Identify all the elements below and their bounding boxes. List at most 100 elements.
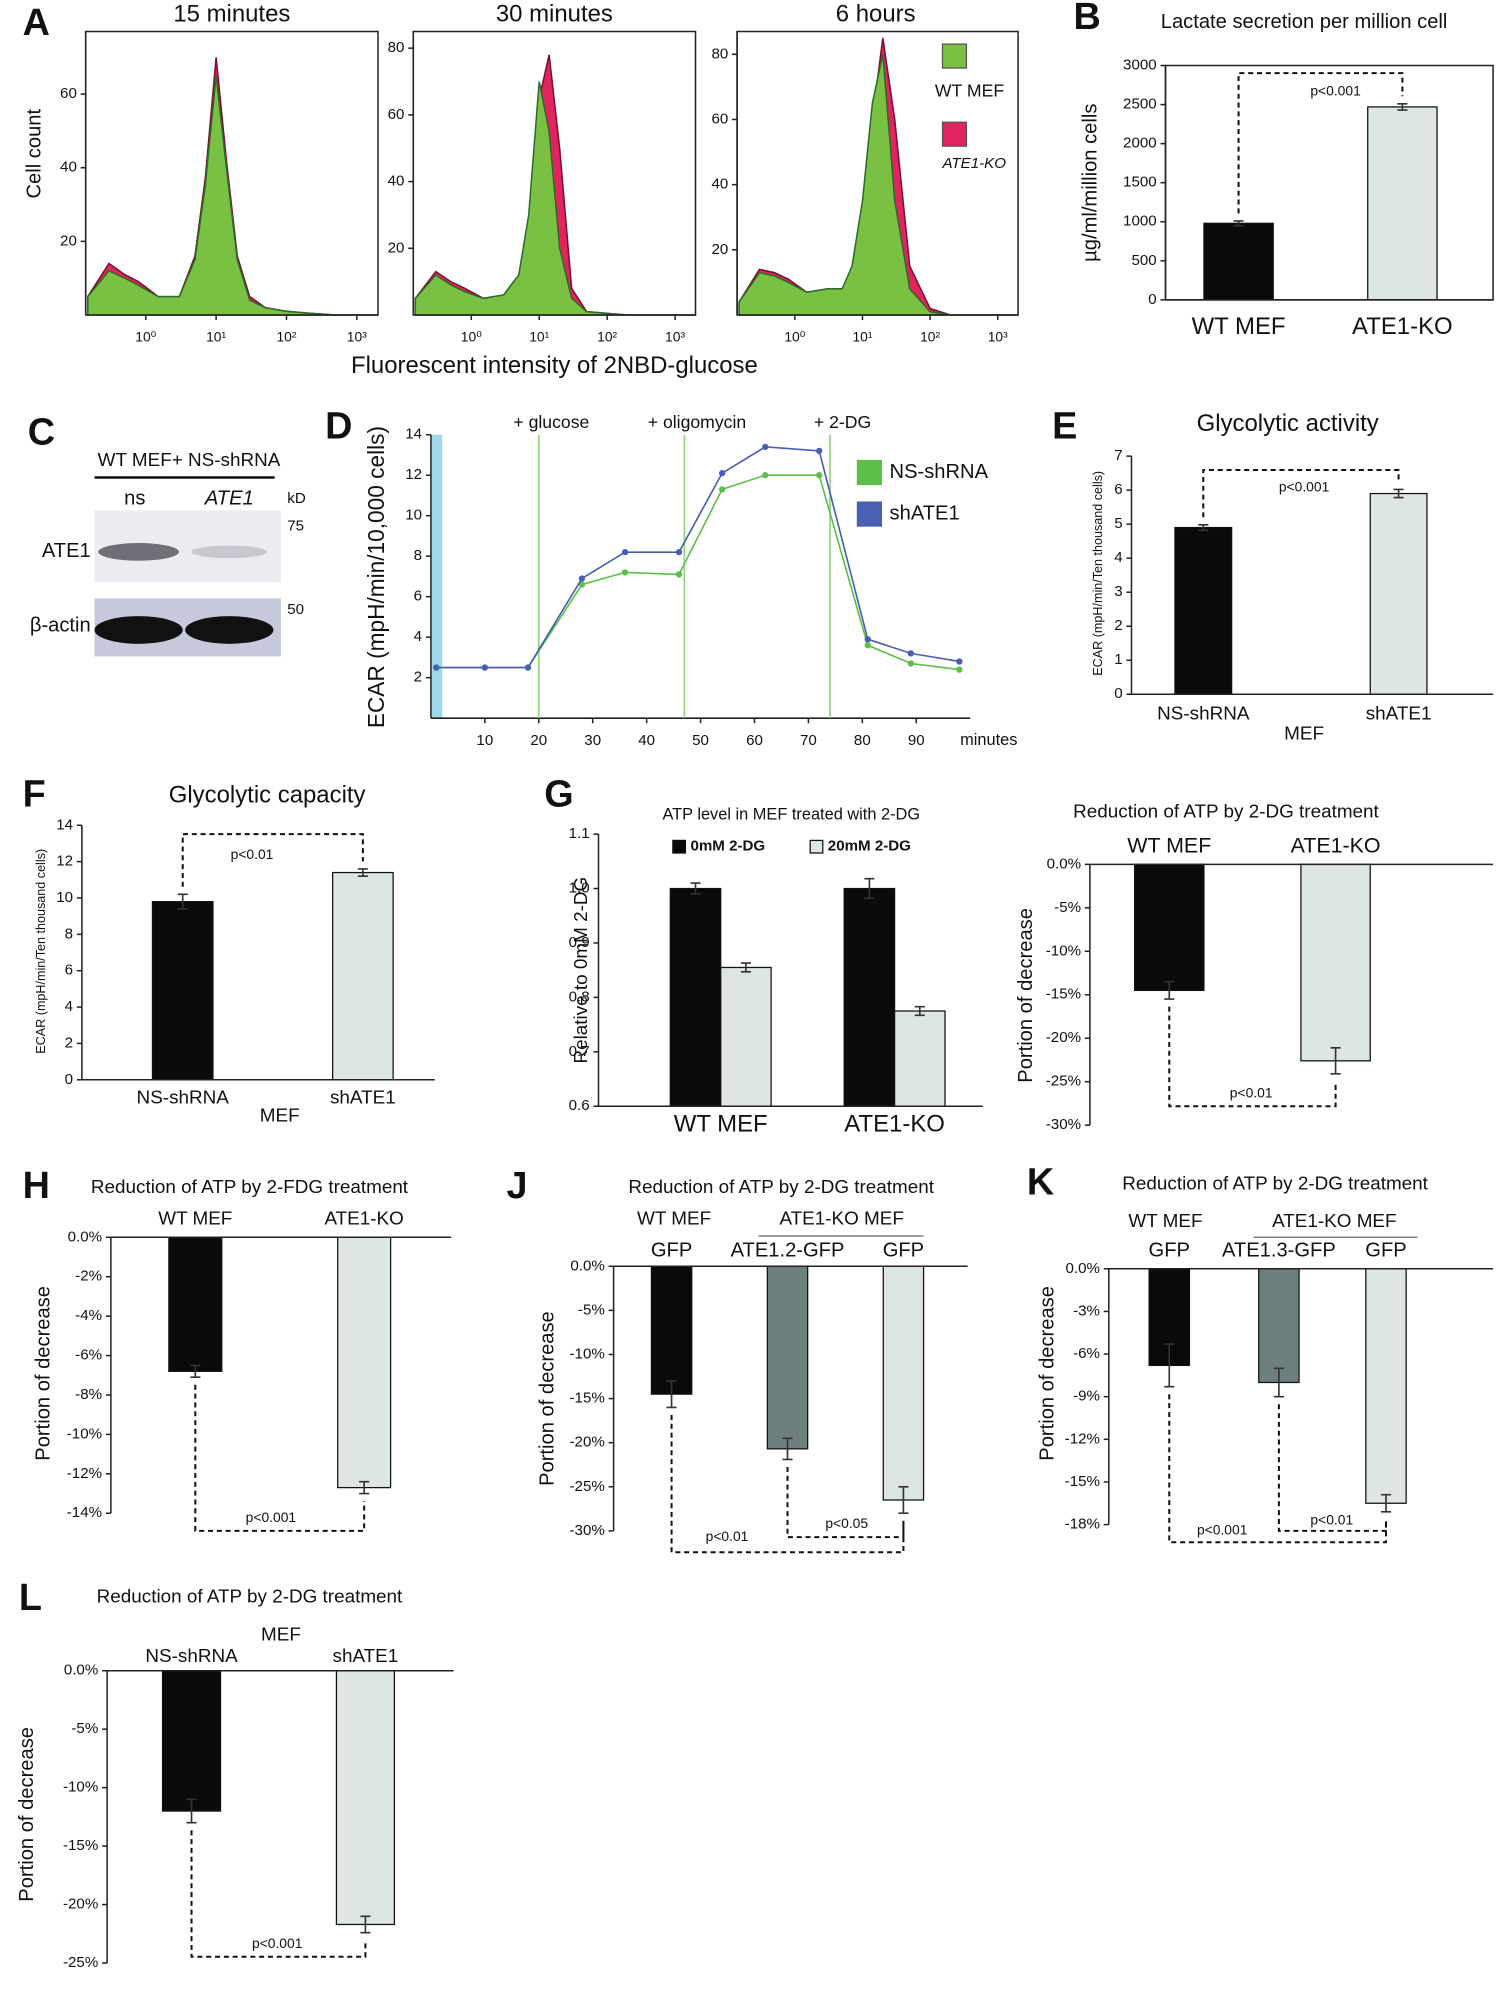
x-tick-label: 80 bbox=[854, 732, 871, 749]
bar bbox=[882, 1265, 925, 1501]
x-tick-label: 10³ bbox=[988, 328, 1008, 344]
error-bar bbox=[1393, 488, 1404, 499]
point bbox=[481, 664, 489, 671]
y-axis-label: Relative to 0mM 2-DG bbox=[571, 877, 592, 1064]
point bbox=[675, 548, 683, 556]
y-tick-label: 2 bbox=[65, 1034, 73, 1051]
y-tick-label: 0.0% bbox=[64, 1662, 98, 1679]
x-tick-label: 10⁰ bbox=[461, 328, 482, 344]
legend-swatch bbox=[941, 43, 968, 69]
point bbox=[816, 472, 823, 479]
bar bbox=[335, 1670, 396, 1926]
mw-marker: 50 bbox=[287, 601, 304, 618]
error-bar bbox=[1380, 1493, 1392, 1513]
y-tick-label: 4 bbox=[65, 998, 73, 1015]
panel-letter: C bbox=[28, 412, 55, 454]
legend-label: WT MEF bbox=[935, 81, 1004, 101]
chart-title: 15 minutes bbox=[173, 0, 290, 27]
y-tick-label: 40 bbox=[711, 176, 728, 193]
annotation: + oligomycin bbox=[648, 412, 746, 432]
error-bar bbox=[1397, 102, 1408, 111]
panel-letter: A bbox=[23, 2, 50, 44]
x-tick-label: 10³ bbox=[665, 328, 685, 344]
p-bracket bbox=[194, 1384, 366, 1532]
x-tick-label: 40 bbox=[638, 732, 655, 749]
bar bbox=[1369, 492, 1428, 695]
p-value: p<0.01 bbox=[706, 1528, 749, 1544]
point bbox=[718, 470, 726, 477]
y-tick-label: 10 bbox=[56, 889, 73, 906]
bar bbox=[843, 887, 896, 1107]
y-tick-label: -14% bbox=[67, 1504, 102, 1521]
unit-label: kD bbox=[287, 490, 306, 507]
y-tick-label: 60 bbox=[711, 110, 728, 127]
blot-band bbox=[98, 543, 179, 561]
bar bbox=[766, 1265, 809, 1450]
error-bar bbox=[190, 1364, 201, 1379]
point bbox=[578, 581, 586, 588]
chart-title: Reduction of ATP by 2-DG treatment bbox=[1122, 1173, 1428, 1194]
y-tick-label: -5% bbox=[578, 1301, 605, 1318]
point bbox=[433, 664, 440, 671]
y-tick-label: 1.0 bbox=[569, 880, 590, 897]
panel-letter: K bbox=[1027, 1161, 1054, 1203]
error-bar bbox=[864, 877, 875, 900]
y-tick-label: -9% bbox=[1073, 1388, 1100, 1405]
category-label: GFP bbox=[651, 1239, 692, 1261]
point bbox=[907, 660, 915, 667]
blot-header: WT MEF+ NS-shRNA bbox=[98, 450, 281, 471]
y-tick-label: 2 bbox=[414, 669, 422, 686]
category-label: NS-shRNA bbox=[1157, 703, 1250, 724]
y-tick-label: 500 bbox=[1131, 252, 1156, 269]
y-tick-label: -15% bbox=[570, 1390, 605, 1407]
x-tick-label: 90 bbox=[908, 732, 925, 749]
error-bar bbox=[1330, 1046, 1341, 1075]
y-tick-label: 6 bbox=[1114, 481, 1122, 498]
y-tick-label: 3000 bbox=[1123, 57, 1157, 74]
p-value: p<0.001 bbox=[252, 1935, 303, 1951]
x-tick-label: 10² bbox=[276, 328, 296, 344]
y-tick-label: 0.9 bbox=[569, 934, 590, 951]
bar bbox=[893, 1010, 946, 1107]
mw-marker: 75 bbox=[287, 518, 304, 535]
category-label: WT MEF bbox=[674, 1110, 768, 1137]
point bbox=[675, 571, 683, 578]
y-tick-label: -20% bbox=[1046, 1029, 1081, 1046]
chart-title: Glycolytic activity bbox=[1197, 410, 1379, 437]
category-label: GFP bbox=[883, 1239, 924, 1261]
panel-letter: E bbox=[1052, 405, 1077, 447]
x-axis-label: minutes bbox=[960, 731, 1017, 749]
y-tick-label: 3 bbox=[1114, 583, 1122, 600]
y-tick-label: 80 bbox=[388, 39, 405, 56]
legend-swatch bbox=[672, 839, 687, 854]
y-tick-label: -20% bbox=[63, 1896, 98, 1913]
y-tick-label: 0.7 bbox=[569, 1043, 590, 1060]
y-tick-label: -10% bbox=[63, 1779, 98, 1796]
blot-band bbox=[191, 545, 268, 559]
p-value: p<0.001 bbox=[1197, 1522, 1248, 1538]
category-label: ATE1-KO bbox=[844, 1110, 945, 1137]
error-bar bbox=[1273, 1367, 1284, 1398]
error-bar bbox=[898, 1485, 909, 1515]
chart-title: ATP level in MEF treated with 2-DG bbox=[662, 806, 920, 824]
p-bracket bbox=[1237, 72, 1404, 214]
category-label: ATE1.2-GFP bbox=[731, 1239, 845, 1261]
y-tick-label: 40 bbox=[60, 159, 77, 176]
category-label: GFP bbox=[1365, 1239, 1406, 1261]
x-tick-label: 10¹ bbox=[206, 328, 226, 344]
bar bbox=[650, 1265, 693, 1395]
bar bbox=[1365, 1268, 1407, 1504]
point bbox=[956, 658, 963, 665]
bar bbox=[1133, 863, 1205, 992]
x-tick-label: 10⁰ bbox=[135, 328, 156, 344]
y-tick-label: 20 bbox=[60, 232, 77, 249]
p-value: p<0.05 bbox=[825, 1515, 868, 1531]
error-bar bbox=[914, 1005, 925, 1017]
y-tick-label: 0.0% bbox=[1047, 855, 1081, 872]
bar bbox=[151, 901, 214, 1081]
annotation: + 2-DG bbox=[814, 412, 871, 432]
y-axis-label: ECAR (mpH/min/Ten thousand cells) bbox=[34, 849, 48, 1054]
y-axis-label: Portion of decrease bbox=[1037, 1286, 1059, 1461]
y-tick-label: 4 bbox=[1114, 549, 1122, 566]
category-label: ATE1.3-GFP bbox=[1222, 1239, 1336, 1261]
